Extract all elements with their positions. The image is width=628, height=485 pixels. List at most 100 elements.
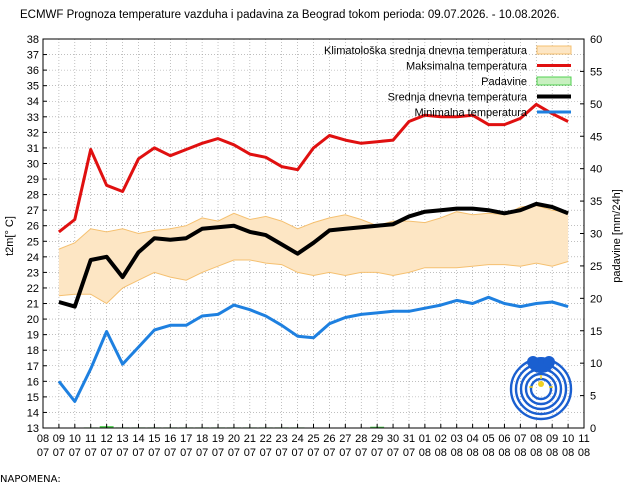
y-tick-label: 34 [27,96,39,108]
x-tick-label-month: 07 [37,447,49,459]
x-tick-label-month: 07 [53,447,65,459]
y2-tick-label: 5 [590,391,596,403]
x-tick-label-day: 06 [498,433,510,445]
x-tick-label-day: 02 [435,433,447,445]
x-tick-label-day: 21 [244,433,256,445]
climatology-band-upper [58,204,569,250]
y-tick-label: 37 [27,50,39,62]
x-tick-label-day: 16 [164,433,176,445]
y-tick-label: 36 [27,65,39,77]
x-tick-label-month: 08 [451,447,463,459]
x-tick-label-day: 31 [403,433,415,445]
y-tick-label: 27 [27,205,39,217]
legend-label: Padavine [481,76,527,88]
x-tick-label-month: 08 [562,447,574,459]
chart-title: ECMWF Prognoza temperature vazduha i pad… [20,9,560,21]
legend-label: Srednja dnevna temperatura [388,92,528,104]
x-tick-label-month: 08 [498,447,510,459]
y-tick-label: 29 [27,174,39,186]
y-axis-left: 13 14 15 16 17 18 19 20 21 22 23 24 25 26 27 28 29 30 31 32… [27,34,47,435]
x-tick-label-month: 07 [101,447,113,459]
x-tick-label-month: 08 [435,447,447,459]
series-line [58,201,569,309]
logo [509,356,573,421]
y-tick-label: 17 [27,361,39,373]
x-tick-label-day: 23 [276,433,288,445]
x-tick-label-month: 07 [196,447,208,459]
y-tick-label: 18 [27,345,39,357]
y2-tick-label: 40 [590,164,602,176]
y2-tick-label: 10 [590,358,602,370]
x-tick-label-month: 08 [466,447,478,459]
x-tick-label-month: 07 [387,447,399,459]
x-tick-label-day: 01 [419,433,431,445]
y-tick-label: 32 [27,127,39,139]
x-tick-label-day: 30 [387,433,399,445]
x-tick-label-day: 03 [451,433,463,445]
y-tick-label: 26 [27,221,39,233]
x-tick-label-day: 25 [307,433,319,445]
x-tick-label-month: 07 [69,447,81,459]
x-tick-label-month: 08 [546,447,558,459]
x-tick-label-month: 07 [116,447,128,459]
x-tick-label-month: 07 [291,447,303,459]
y2-tick-label: 45 [590,131,602,143]
x-tick-label-day: 11 [578,433,589,445]
x-tick-label-month: 07 [228,447,240,459]
y-tick-label: 19 [27,330,39,342]
x-tick-label-day: 05 [482,433,494,445]
note-label: NAPOMENA: [0,474,61,485]
x-tick-label-month: 07 [371,447,383,459]
y-tick-label: 35 [27,81,39,93]
legend-label: Maksimalna temperatura [406,61,528,73]
legend-label: Klimatološka srednja dnevna temperatura [324,45,528,57]
x-tick-label-month: 07 [132,447,144,459]
x-tick-label-month: 08 [419,447,431,459]
x-tick-label-day: 22 [260,433,272,445]
x-tick-label-month: 07 [164,447,176,459]
x-tick-label-day: 14 [132,433,144,445]
x-tick-label-month: 07 [355,447,367,459]
x-tick-label-day: 09 [546,433,558,445]
x-tick-label-month: 07 [260,447,272,459]
y-tick-label: 22 [27,283,39,295]
x-tick-label-month: 07 [403,447,415,459]
x-tick-label-month: 07 [148,447,160,459]
x-tick-label-month: 07 [339,447,351,459]
x-tick-label-day: 20 [228,433,240,445]
legend-swatch-band [536,45,572,55]
x-tick-label-month: 07 [323,447,335,459]
y2-tick-label: 15 [590,326,602,338]
x-tick-label-month: 07 [85,447,97,459]
legend-label: Minimalna temperatura [415,107,528,119]
y2-axis-label: padavine [mm/24h] [611,189,623,283]
x-tick-label-month: 08 [578,447,590,459]
y-tick-label: 23 [27,267,39,279]
x-tick-label-month: 08 [514,447,526,459]
x-tick-label-day: 24 [291,433,303,445]
x-tick-label-day: 15 [148,433,160,445]
x-tick-label-day: 12 [101,433,113,445]
x-tick-label-day: 19 [212,433,224,445]
x-tick-label-day: 28 [355,433,367,445]
y-axis-right: 0 5 10 15 20 25 30 35 40 45 50 55 60 [580,34,602,435]
x-tick-label-month: 07 [307,447,319,459]
climatology-band [58,204,569,305]
y-tick-label: 25 [27,236,39,248]
x-tick-label-day: 26 [323,433,335,445]
climatology-band-lower [58,259,569,305]
x-tick-label-day: 08 [37,433,49,445]
series-lines [57,102,569,403]
y2-tick-label: 35 [590,196,602,208]
x-tick-label-day: 04 [466,433,478,445]
y-tick-label: 13 [27,423,39,435]
legend-swatch-bars [536,76,572,86]
y-tick-label: 24 [27,252,39,264]
y-tick-label: 30 [27,158,39,170]
x-tick-label-month: 07 [212,447,224,459]
x-tick-label-day: 18 [196,433,208,445]
x-tick-label-day: 10 [69,433,81,445]
y2-tick-label: 0 [590,423,596,435]
y-tick-label: 38 [27,34,39,46]
